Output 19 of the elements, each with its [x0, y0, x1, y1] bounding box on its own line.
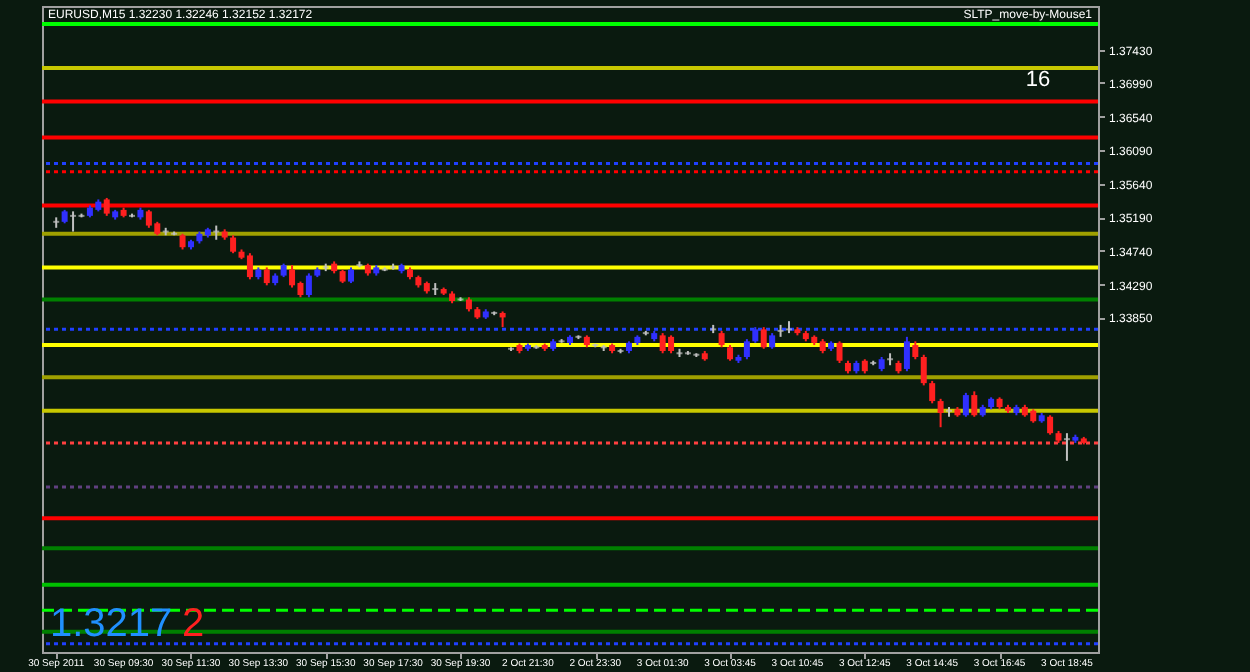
candlestick	[920, 353, 927, 387]
annotation: 16	[1025, 68, 1051, 92]
candlestick	[971, 390, 978, 418]
candlestick	[929, 379, 936, 405]
candlestick	[305, 272, 312, 299]
candlestick	[289, 264, 296, 289]
candlestick	[70, 210, 77, 233]
candlestick	[743, 338, 750, 361]
candlestick	[903, 335, 910, 373]
candlestick	[246, 252, 253, 281]
candlestick	[937, 397, 944, 429]
candlestick	[1063, 432, 1070, 462]
candlestick	[659, 332, 666, 355]
candlestick	[962, 391, 969, 418]
candlestick	[1047, 414, 1054, 436]
candlestick	[836, 340, 843, 364]
annotation: 2	[182, 602, 205, 646]
candlestick	[760, 326, 767, 350]
annotation: 1.3217	[50, 602, 173, 646]
